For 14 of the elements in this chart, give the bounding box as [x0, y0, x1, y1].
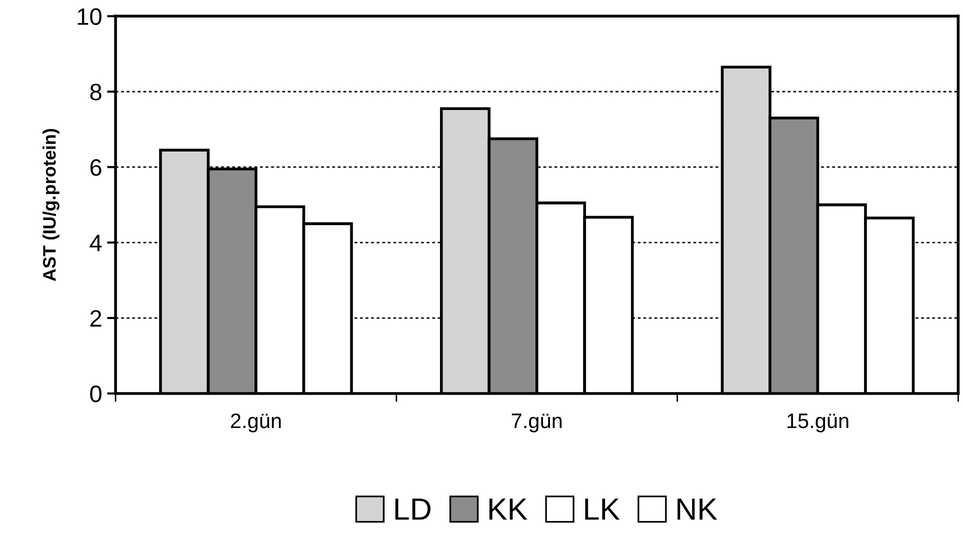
x-tick-label: 15.gün [787, 414, 848, 432]
legend-label: KK [489, 498, 528, 520]
legend-label: LK [585, 498, 620, 520]
legend-label: LD [395, 498, 430, 520]
y-tick-label: 6 [90, 159, 102, 176]
legend-label: NK [678, 498, 718, 520]
x-tick-label: 2.gün [230, 413, 281, 432]
y-tick-label: 8 [90, 84, 102, 100]
y-tick-label: 2 [90, 310, 102, 327]
y-tick-label: 4 [90, 234, 102, 252]
y-tick-label: 10 [78, 8, 102, 25]
x-tick-label: 7.gün [512, 414, 562, 432]
y-tick-label: 0 [90, 386, 102, 402]
y-axis-title: AST (IU/g.protein) [42, 128, 60, 282]
